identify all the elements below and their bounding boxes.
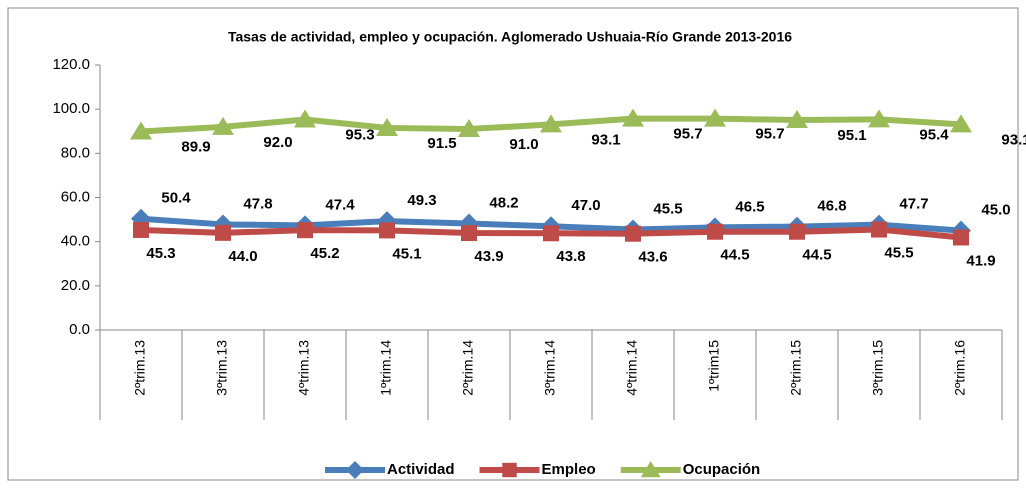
data-label: 44.0 <box>228 248 257 265</box>
point <box>379 222 395 239</box>
x-tick-label: 1ºtrim.14 <box>378 340 394 396</box>
data-label: 95.7 <box>673 126 702 143</box>
data-label: 46.8 <box>817 198 846 215</box>
data-label: 95.3 <box>345 127 374 144</box>
data-label: 47.0 <box>571 197 600 214</box>
y-tick-label: 80.0 <box>61 144 90 161</box>
data-label: 43.9 <box>474 248 503 265</box>
x-tick-label: 2ºtrim.14 <box>460 340 476 396</box>
data-label: 45.5 <box>884 244 913 261</box>
point <box>294 109 316 128</box>
data-label: 89.9 <box>181 138 210 155</box>
point <box>786 109 808 128</box>
data-label: 47.4 <box>325 196 355 213</box>
point <box>622 108 644 127</box>
point <box>130 121 152 140</box>
y-tick-label: 20.0 <box>61 277 90 294</box>
legend-marker <box>346 461 364 479</box>
point <box>540 114 562 133</box>
data-label: 48.2 <box>489 195 518 212</box>
legend-label: Ocupación <box>683 461 761 478</box>
data-label: 45.3 <box>146 245 175 262</box>
x-tick-label: 4ºtrim.14 <box>624 340 640 396</box>
data-label: 50.4 <box>161 190 191 207</box>
chart-title: Tasas de actividad, empleo y ocupación. … <box>228 29 792 45</box>
data-label: 91.5 <box>427 135 456 152</box>
data-label: 43.8 <box>556 248 585 265</box>
y-tick-label: 60.0 <box>61 188 90 205</box>
data-label: 43.6 <box>638 249 667 266</box>
x-tick-label: 2ºtrim.13 <box>132 340 148 396</box>
point <box>543 225 559 242</box>
legend-label: Actividad <box>387 461 455 478</box>
data-label: 92.0 <box>263 134 292 151</box>
y-tick-label: 120.0 <box>52 56 90 73</box>
data-label: 47.7 <box>899 196 928 213</box>
point <box>376 117 398 136</box>
point <box>212 116 234 135</box>
y-tick-label: 100.0 <box>52 100 90 117</box>
data-label: 45.5 <box>653 200 682 217</box>
x-tick-label: 4ºtrim.13 <box>296 340 312 396</box>
point <box>950 114 972 133</box>
x-tick-label: 1ºtrim15 <box>706 340 722 392</box>
x-tick-label: 3ºtrim.13 <box>214 340 230 396</box>
y-tick-label: 0.0 <box>69 321 90 338</box>
legend-marker <box>502 462 517 478</box>
point <box>297 222 313 239</box>
point <box>789 223 805 240</box>
data-label: 93.1 <box>591 131 620 148</box>
data-label: 41.9 <box>966 252 995 269</box>
data-label: 44.5 <box>802 247 831 264</box>
point <box>215 224 231 241</box>
point <box>133 221 149 238</box>
data-label: 45.1 <box>392 245 421 262</box>
x-tick-label: 2ºtrim.15 <box>788 340 804 396</box>
point <box>868 109 890 128</box>
data-label: 47.8 <box>243 195 272 212</box>
point <box>458 119 480 138</box>
x-tick-label: 3ºtrim.14 <box>542 340 558 396</box>
data-label: 46.5 <box>735 198 764 215</box>
data-label: 44.5 <box>720 247 749 264</box>
point <box>704 108 726 127</box>
x-tick-label: 2ºtrim.16 <box>952 340 968 396</box>
x-tick-label: 3ºtrim.15 <box>870 340 886 396</box>
data-label: 91.0 <box>509 136 538 153</box>
data-label: 95.7 <box>755 126 784 143</box>
legend-label: Empleo <box>542 461 596 478</box>
data-label: 49.3 <box>407 192 436 209</box>
data-label: 95.4 <box>919 126 949 143</box>
point <box>461 225 477 242</box>
data-label: 45.2 <box>310 245 339 262</box>
data-label: 45.0 <box>981 202 1010 219</box>
point <box>707 223 723 240</box>
point <box>953 229 969 246</box>
legend-marker <box>640 461 661 478</box>
data-label: 93.1 <box>1001 131 1026 148</box>
data-label: 95.1 <box>837 127 866 144</box>
point <box>871 221 887 238</box>
chart-border <box>7 7 1019 481</box>
y-tick-label: 40.0 <box>61 233 90 250</box>
point <box>625 225 641 242</box>
